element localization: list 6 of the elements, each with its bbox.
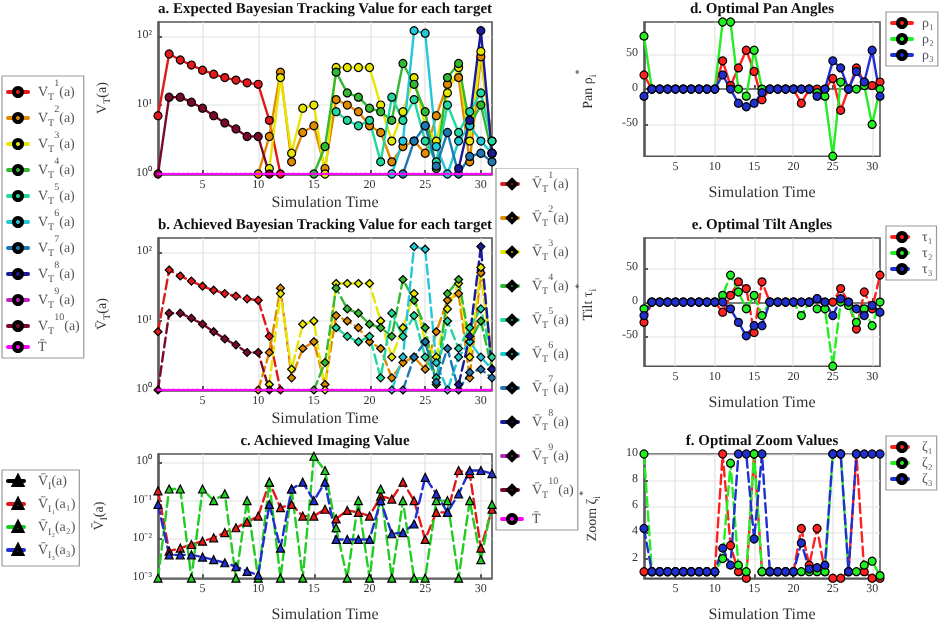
x-axis-title: Simulation Time (271, 192, 380, 211)
x-axis-title: Simulation Time (708, 393, 817, 411)
x-axis-title: Simulation Time (708, 605, 817, 623)
x-axis-title: Simulation Time (271, 408, 380, 427)
x-axis-title: Simulation Time (271, 605, 380, 623)
x-axis-title: Simulation Time (708, 183, 817, 201)
